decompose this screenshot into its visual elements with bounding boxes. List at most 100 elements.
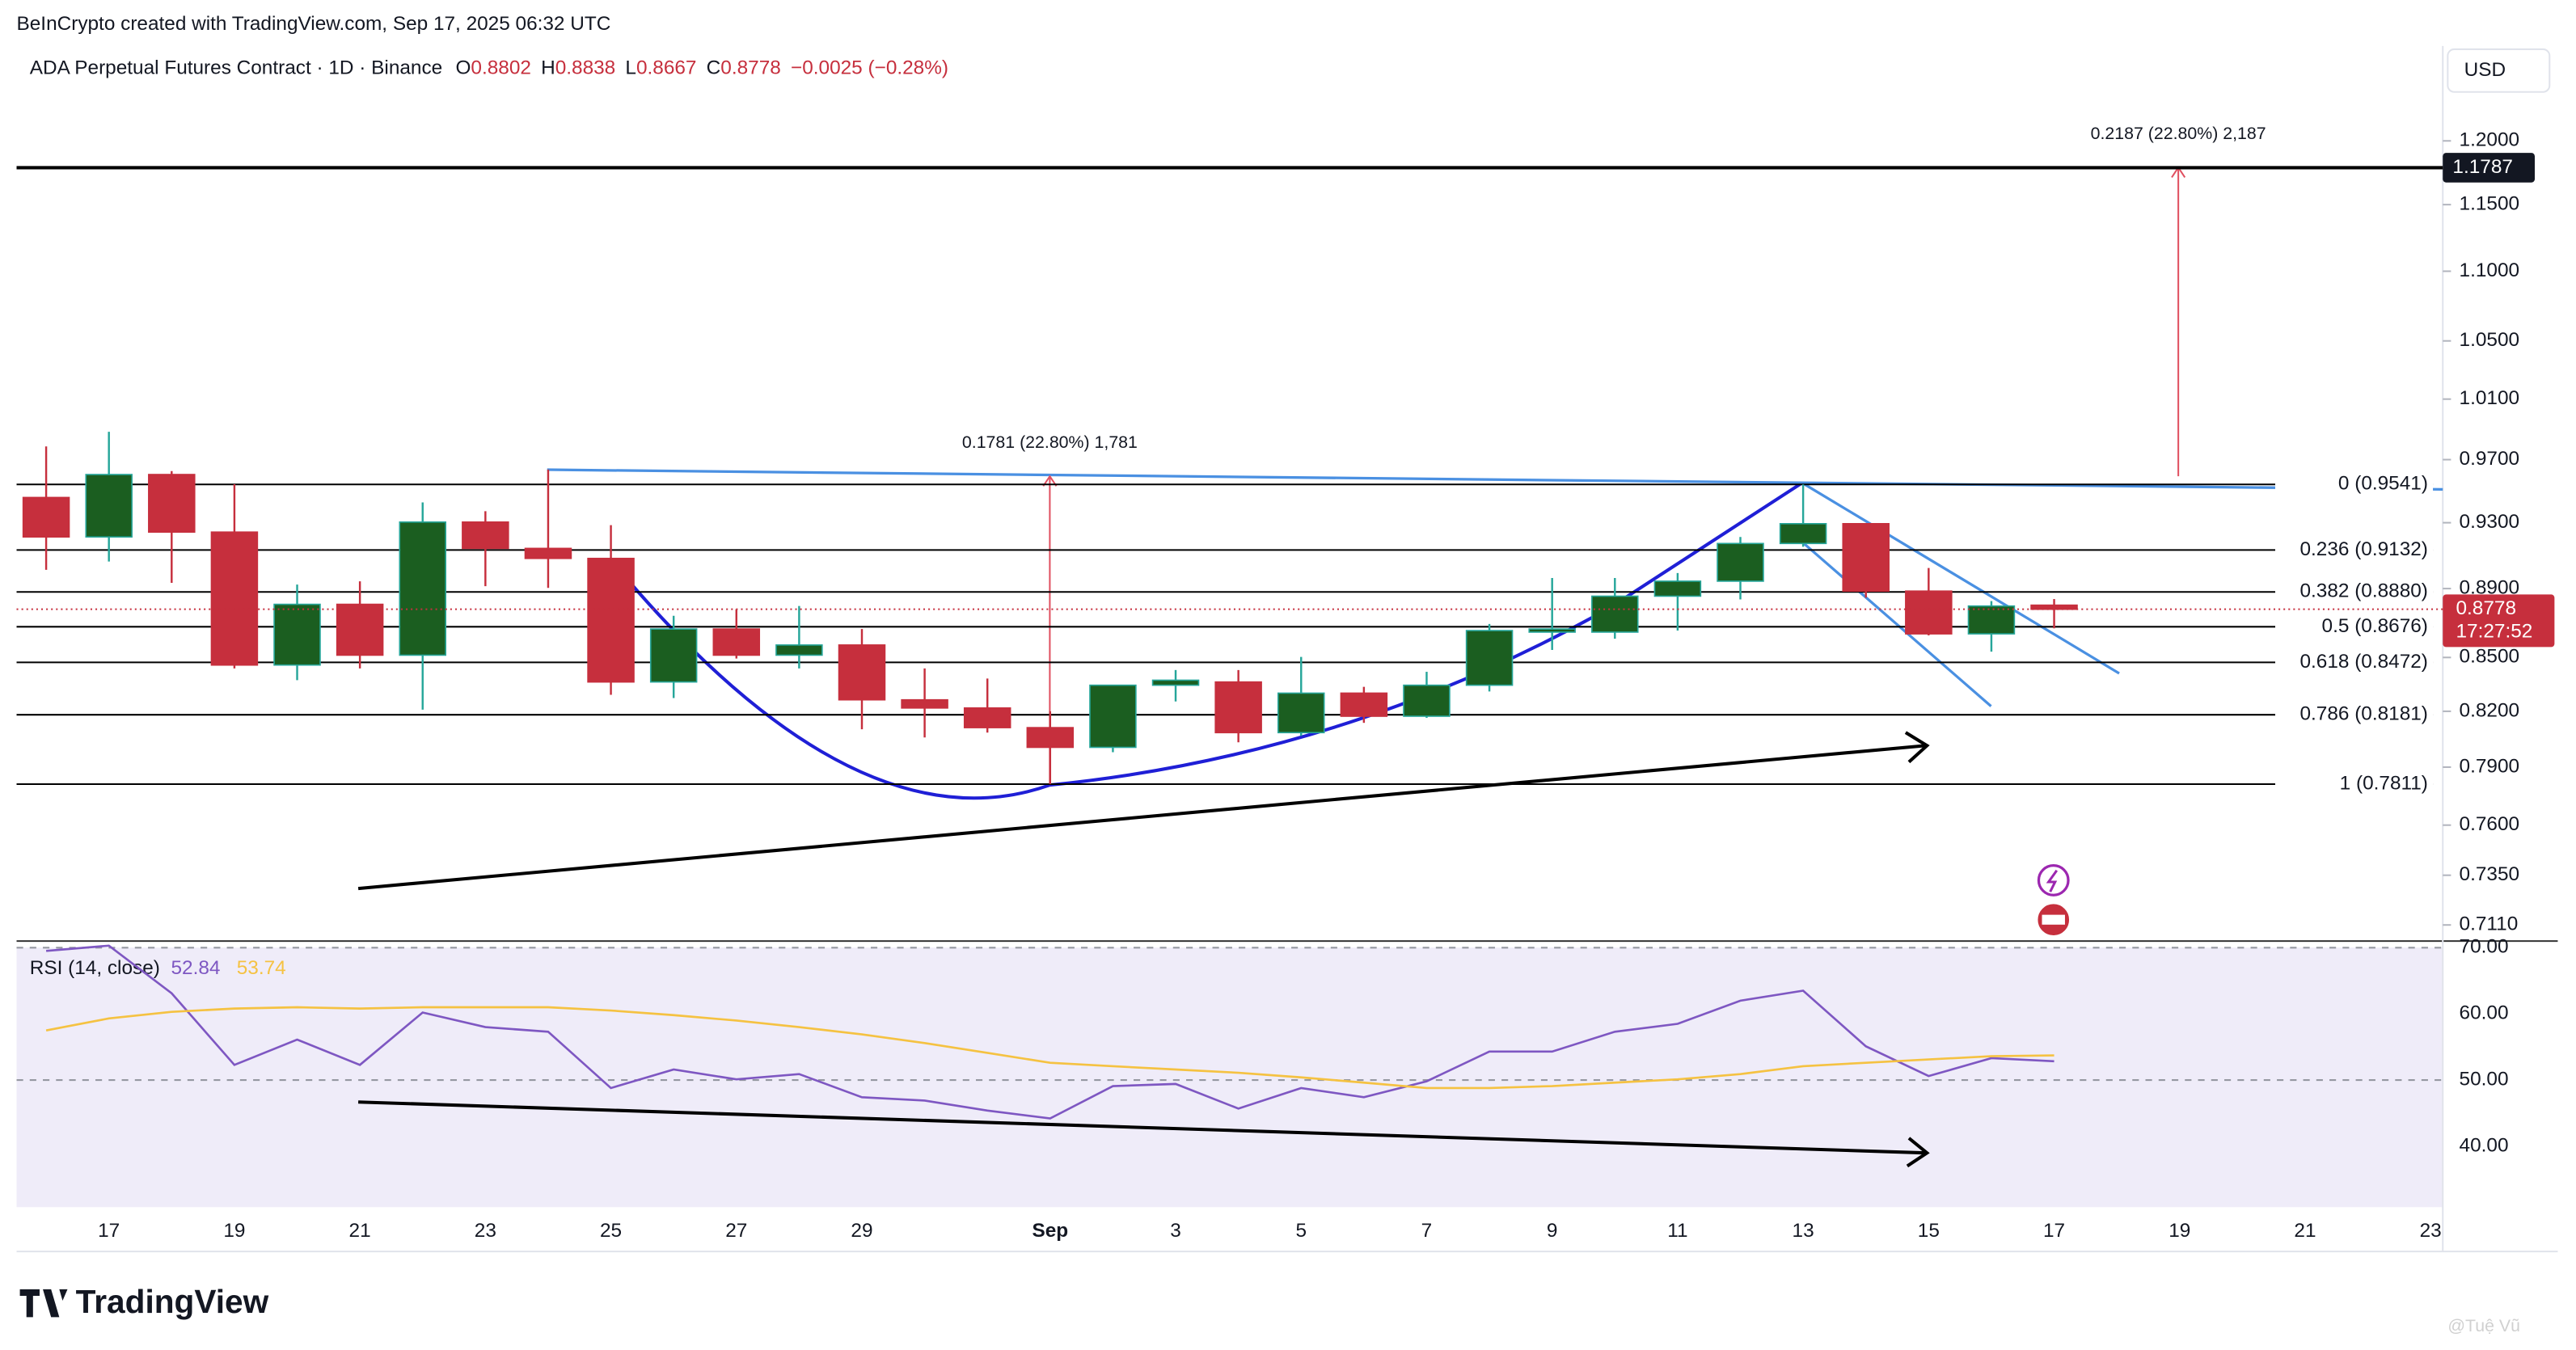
indicator-title: RSI (14, close) (30, 957, 160, 979)
candle-body (649, 628, 698, 683)
candle-body (524, 547, 572, 559)
h-value: 0.8838 (555, 57, 616, 79)
symbol-line: ADA Perpetual Futures Contract · 1D · Bi… (30, 57, 948, 79)
rsi-line (45, 1006, 2054, 1090)
candle-body (712, 628, 761, 656)
rsi-background (16, 947, 2443, 1208)
indicator-value: 52.84 (171, 957, 220, 979)
x-tick-label: Sep (1032, 1220, 1068, 1242)
candle-body (148, 474, 196, 534)
fib-label-bg (2275, 537, 2434, 563)
measure-label: 0.2187 (22.80%) 2,187 (2091, 124, 2266, 143)
brand: TradingView (76, 1283, 269, 1320)
x-tick-label: 25 (600, 1220, 622, 1242)
x-tick-label: 7 (1421, 1220, 1433, 1242)
fib-label-bg (2275, 470, 2434, 498)
x-tick-label: 21 (349, 1220, 371, 1242)
measure-arrow (1042, 475, 1058, 487)
candle-body (1089, 684, 1137, 749)
fib-label: 0.5 (0.8676) (2322, 615, 2428, 637)
candle-body (1026, 727, 1075, 749)
rsi-line (45, 944, 2054, 1120)
y-tick-label: 1.2000 (2460, 129, 2520, 151)
measure-label: 0.1781 (22.80%) 1,781 (962, 432, 1138, 452)
x-tick-label: 5 (1295, 1220, 1307, 1242)
h-label: H (541, 57, 555, 79)
arrow-head (1904, 731, 1930, 764)
candle-body (901, 698, 948, 709)
watermark: @Tuệ Vũ (2447, 1316, 2520, 1335)
y-tick-label: 70.00 (2460, 936, 2509, 958)
o-value: 0.8802 (471, 57, 531, 79)
candle-body (1403, 684, 1451, 717)
fib-label-bg (2275, 701, 2434, 728)
symbol: ADA Perpetual Futures Contract · 1D · Bi… (30, 57, 442, 79)
y-tick-label: 0.7110 (2460, 913, 2519, 935)
y-tick-label: 40.00 (2460, 1134, 2509, 1156)
arrow-head (1906, 1137, 1930, 1168)
x-tick-label: 3 (1170, 1220, 1181, 1242)
neckline (547, 468, 2443, 491)
lightning (2046, 869, 2059, 892)
x-tick-label: 13 (1793, 1220, 1814, 1242)
y-tick-label: 1.1000 (2460, 259, 2520, 281)
change: −0.0025 (−0.28%) (791, 57, 948, 79)
price-trend (357, 744, 1926, 891)
fib-label: 0.236 (0.9132) (2299, 538, 2427, 560)
x-tick-label: 21 (2294, 1220, 2316, 1242)
candle-body (1465, 630, 1514, 686)
x-tick-label: 17 (98, 1220, 120, 1242)
x-tick-label: 9 (1547, 1220, 1558, 1242)
candle-body (1591, 595, 1639, 633)
target-label: 1.1787 (2452, 156, 2513, 178)
fib-label-bg (2275, 770, 2434, 798)
x-tick-label: 17 (2043, 1220, 2065, 1242)
y-tick-label: 0.7600 (2460, 813, 2520, 835)
event-icon[interactable] (2037, 864, 2070, 896)
fib-label: 0.618 (0.8472) (2299, 651, 2427, 673)
last-price: 0.8778 (2456, 597, 2516, 619)
target-label-bg (2443, 153, 2536, 183)
fib-label-bg (2275, 614, 2434, 640)
countdown: 17:27:52 (2456, 621, 2532, 643)
y-tick-label: 50.00 (2460, 1068, 2509, 1090)
x-tick-label: 29 (851, 1220, 872, 1242)
c-label: C (707, 57, 721, 79)
last-price-bg (2443, 594, 2555, 648)
o-label: O (455, 57, 471, 79)
currency-box[interactable] (2447, 48, 2551, 93)
y-tick-label: 0.8200 (2460, 699, 2520, 721)
x-tick-label: 15 (1918, 1220, 1940, 1242)
indicator-value: 53.74 (237, 957, 286, 979)
fib-label: 0.382 (0.8880) (2299, 580, 2427, 602)
fib-label: 1 (0.7811) (2340, 772, 2428, 794)
candle-body (1528, 628, 1576, 633)
candle-body (838, 644, 886, 701)
y-tick-label: 0.8500 (2460, 646, 2520, 668)
currency: USD (2464, 59, 2506, 81)
c-value: 0.8778 (720, 57, 781, 79)
x-tick-label: 23 (475, 1220, 496, 1242)
flag-upper (1801, 481, 2120, 675)
candle-body (210, 531, 259, 666)
candle-body (1340, 692, 1388, 717)
y-tick-label: 0.7900 (2460, 755, 2520, 777)
candle-body (85, 474, 133, 538)
y-tick-label: 1.1500 (2460, 193, 2520, 215)
candle-body (1151, 679, 1200, 686)
credit: BeInCrypto created with TradingView.com,… (17, 13, 611, 35)
candle-body (1717, 542, 1764, 582)
candle-body (1214, 681, 1262, 734)
fib-label-bg (2275, 649, 2434, 676)
fib-label-bg (2275, 579, 2434, 605)
rsi-trend (358, 1100, 1926, 1155)
candle-body (399, 521, 446, 656)
candle-body (273, 603, 321, 666)
candle-body (336, 603, 384, 656)
candle-body (775, 644, 823, 656)
candle-body (1842, 522, 1890, 593)
candle-body (1779, 522, 1827, 545)
y-tick-label: 1.0500 (2460, 329, 2520, 351)
candle-body (1967, 605, 2016, 635)
